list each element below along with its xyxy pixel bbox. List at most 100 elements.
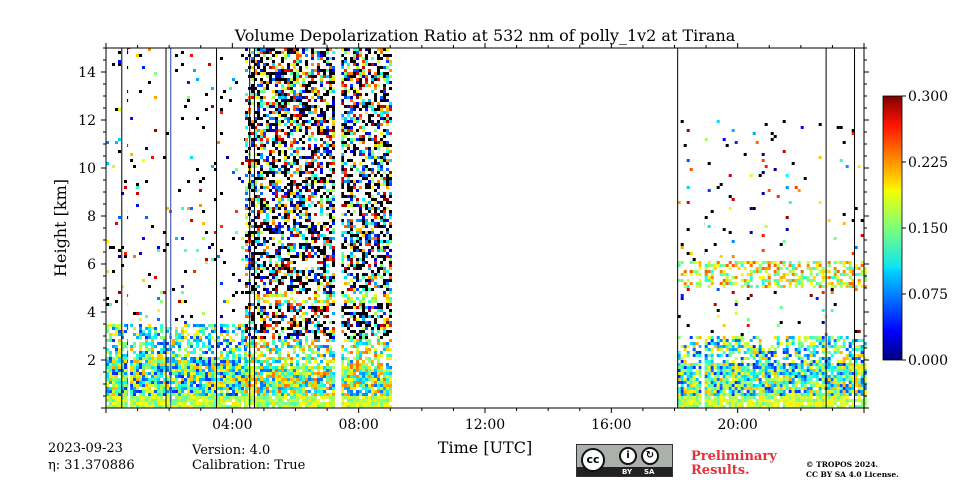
heatmap-cell: [311, 117, 314, 120]
heatmap-cell: [275, 120, 278, 123]
heatmap-cell: [163, 366, 166, 369]
heatmap-cell: [329, 162, 332, 165]
heatmap-cell: [275, 99, 278, 102]
heatmap-cell: [344, 69, 347, 72]
heatmap-cell: [344, 213, 347, 216]
heatmap-cell: [350, 255, 353, 258]
heatmap-cell: [371, 90, 374, 93]
heatmap-cell: [175, 363, 178, 366]
heatmap-cell: [260, 360, 263, 363]
heatmap-cell: [232, 354, 235, 357]
heatmap-cell: [266, 204, 269, 207]
heatmap-cell: [251, 318, 254, 321]
heatmap-cell: [226, 357, 229, 360]
heatmap-cell: [341, 129, 344, 132]
heatmap-cell: [287, 336, 290, 339]
heatmap-cell: [223, 399, 226, 402]
heatmap-cell: [266, 63, 269, 66]
heatmap-cell: [362, 225, 365, 228]
heatmap-cell: [293, 81, 296, 84]
heatmap-cell: [356, 63, 359, 66]
heatmap-cell: [359, 102, 362, 105]
heatmap-cell: [205, 336, 208, 339]
heatmap-cell: [680, 246, 684, 249]
heatmap-cell: [287, 162, 290, 165]
heatmap-cell: [112, 369, 115, 372]
heatmap-cell: [229, 366, 232, 369]
heatmap-cell: [347, 225, 350, 228]
heatmap-cell: [290, 81, 293, 84]
heatmap-cell: [332, 378, 335, 381]
heatmap-cell: [121, 357, 124, 360]
heatmap-cell: [109, 378, 112, 381]
heatmap-cell: [359, 369, 362, 372]
heatmap-cell: [320, 195, 323, 198]
heatmap-cell: [281, 267, 284, 270]
heatmap-cell: [332, 132, 335, 135]
heatmap-cell: [232, 393, 235, 396]
heatmap-cell: [386, 393, 389, 396]
heatmap-cell: [365, 306, 368, 309]
heatmap-cell: [284, 219, 287, 222]
heatmap-cell: [118, 360, 121, 363]
heatmap-cell: [347, 312, 350, 315]
heatmap-cell: [698, 384, 702, 387]
heatmap-cell: [362, 330, 365, 333]
heatmap-cell: [326, 162, 329, 165]
heatmap-cell: [229, 348, 232, 351]
heatmap-cell: [377, 357, 380, 360]
heatmap-cell: [229, 381, 232, 384]
heatmap-cell: [371, 108, 374, 111]
heatmap-cell: [284, 78, 287, 81]
heatmap-cell: [208, 396, 211, 399]
heatmap-cell: [196, 390, 199, 393]
heatmap-cell: [287, 225, 290, 228]
heatmap-cell: [353, 165, 356, 168]
heatmap-cell: [121, 381, 124, 384]
heatmap-cell: [386, 153, 389, 156]
heatmap-cell: [362, 285, 365, 288]
heatmap-cell: [353, 90, 356, 93]
heatmap-cell: [383, 234, 386, 237]
heatmap-cell: [193, 390, 196, 393]
heatmap-cell: [281, 372, 284, 375]
heatmap-cell: [329, 372, 332, 375]
heatmap-cell: [275, 285, 278, 288]
heatmap-cell: [130, 369, 133, 372]
heatmap-cell: [341, 93, 344, 96]
heatmap-cell: [326, 294, 329, 297]
heatmap-cell: [326, 405, 329, 408]
heatmap-cell: [320, 402, 323, 405]
heatmap-cell: [208, 369, 211, 372]
heatmap-cell: [305, 369, 308, 372]
heatmap-cell: [281, 378, 284, 381]
heatmap-cell: [302, 96, 305, 99]
heatmap-cell: [214, 357, 217, 360]
heatmap-cell: [311, 246, 314, 249]
heatmap-cell: [677, 363, 681, 366]
heatmap-cell: [272, 186, 275, 189]
heatmap-cell: [302, 273, 305, 276]
heatmap-cell: [692, 381, 696, 384]
heatmap-cell: [302, 180, 305, 183]
heatmap-cell: [371, 378, 374, 381]
heatmap-cell: [350, 360, 353, 363]
heatmap-cell: [365, 81, 368, 84]
heatmap-cell: [347, 138, 350, 141]
heatmap-cell: [686, 363, 690, 366]
heatmap-cell: [320, 126, 323, 129]
heatmap-cell: [133, 393, 136, 396]
heatmap-cell: [305, 243, 308, 246]
heatmap-cell: [175, 387, 178, 390]
heatmap-cell: [371, 372, 374, 375]
heatmap-cell: [356, 180, 359, 183]
heatmap-cell: [389, 273, 392, 276]
heatmap-cell: [254, 342, 257, 345]
heatmap-cell: [275, 165, 278, 168]
heatmap-cell: [217, 363, 220, 366]
heatmap-cell: [368, 120, 371, 123]
heatmap-cell: [254, 48, 257, 51]
heatmap-cell: [350, 228, 353, 231]
heatmap-cell: [353, 375, 356, 378]
heatmap-cell: [145, 372, 148, 375]
